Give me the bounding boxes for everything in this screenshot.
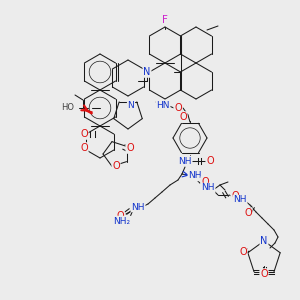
Text: O: O [206, 156, 214, 166]
Text: HO: HO [61, 103, 74, 112]
Text: NH: NH [233, 196, 247, 205]
Text: N: N [143, 67, 151, 77]
Text: O: O [239, 247, 247, 257]
Text: O: O [231, 191, 239, 201]
Text: O: O [260, 269, 268, 279]
Text: O: O [244, 208, 252, 218]
Text: O: O [112, 161, 120, 171]
Text: NH₂: NH₂ [113, 217, 130, 226]
Text: F: F [162, 15, 168, 25]
Text: O: O [80, 129, 88, 139]
Text: O: O [126, 143, 134, 153]
Text: NH: NH [188, 172, 202, 181]
Text: O: O [80, 143, 88, 153]
Text: O: O [201, 177, 209, 187]
Text: HN: HN [156, 100, 170, 109]
Text: NH: NH [178, 157, 192, 166]
Text: N: N [128, 101, 134, 110]
Text: O: O [179, 112, 187, 122]
Text: O: O [174, 103, 182, 113]
Text: N: N [260, 236, 268, 246]
Text: NH: NH [201, 184, 215, 193]
Text: O: O [116, 211, 124, 221]
Text: NH: NH [131, 202, 145, 211]
Polygon shape [83, 109, 92, 114]
